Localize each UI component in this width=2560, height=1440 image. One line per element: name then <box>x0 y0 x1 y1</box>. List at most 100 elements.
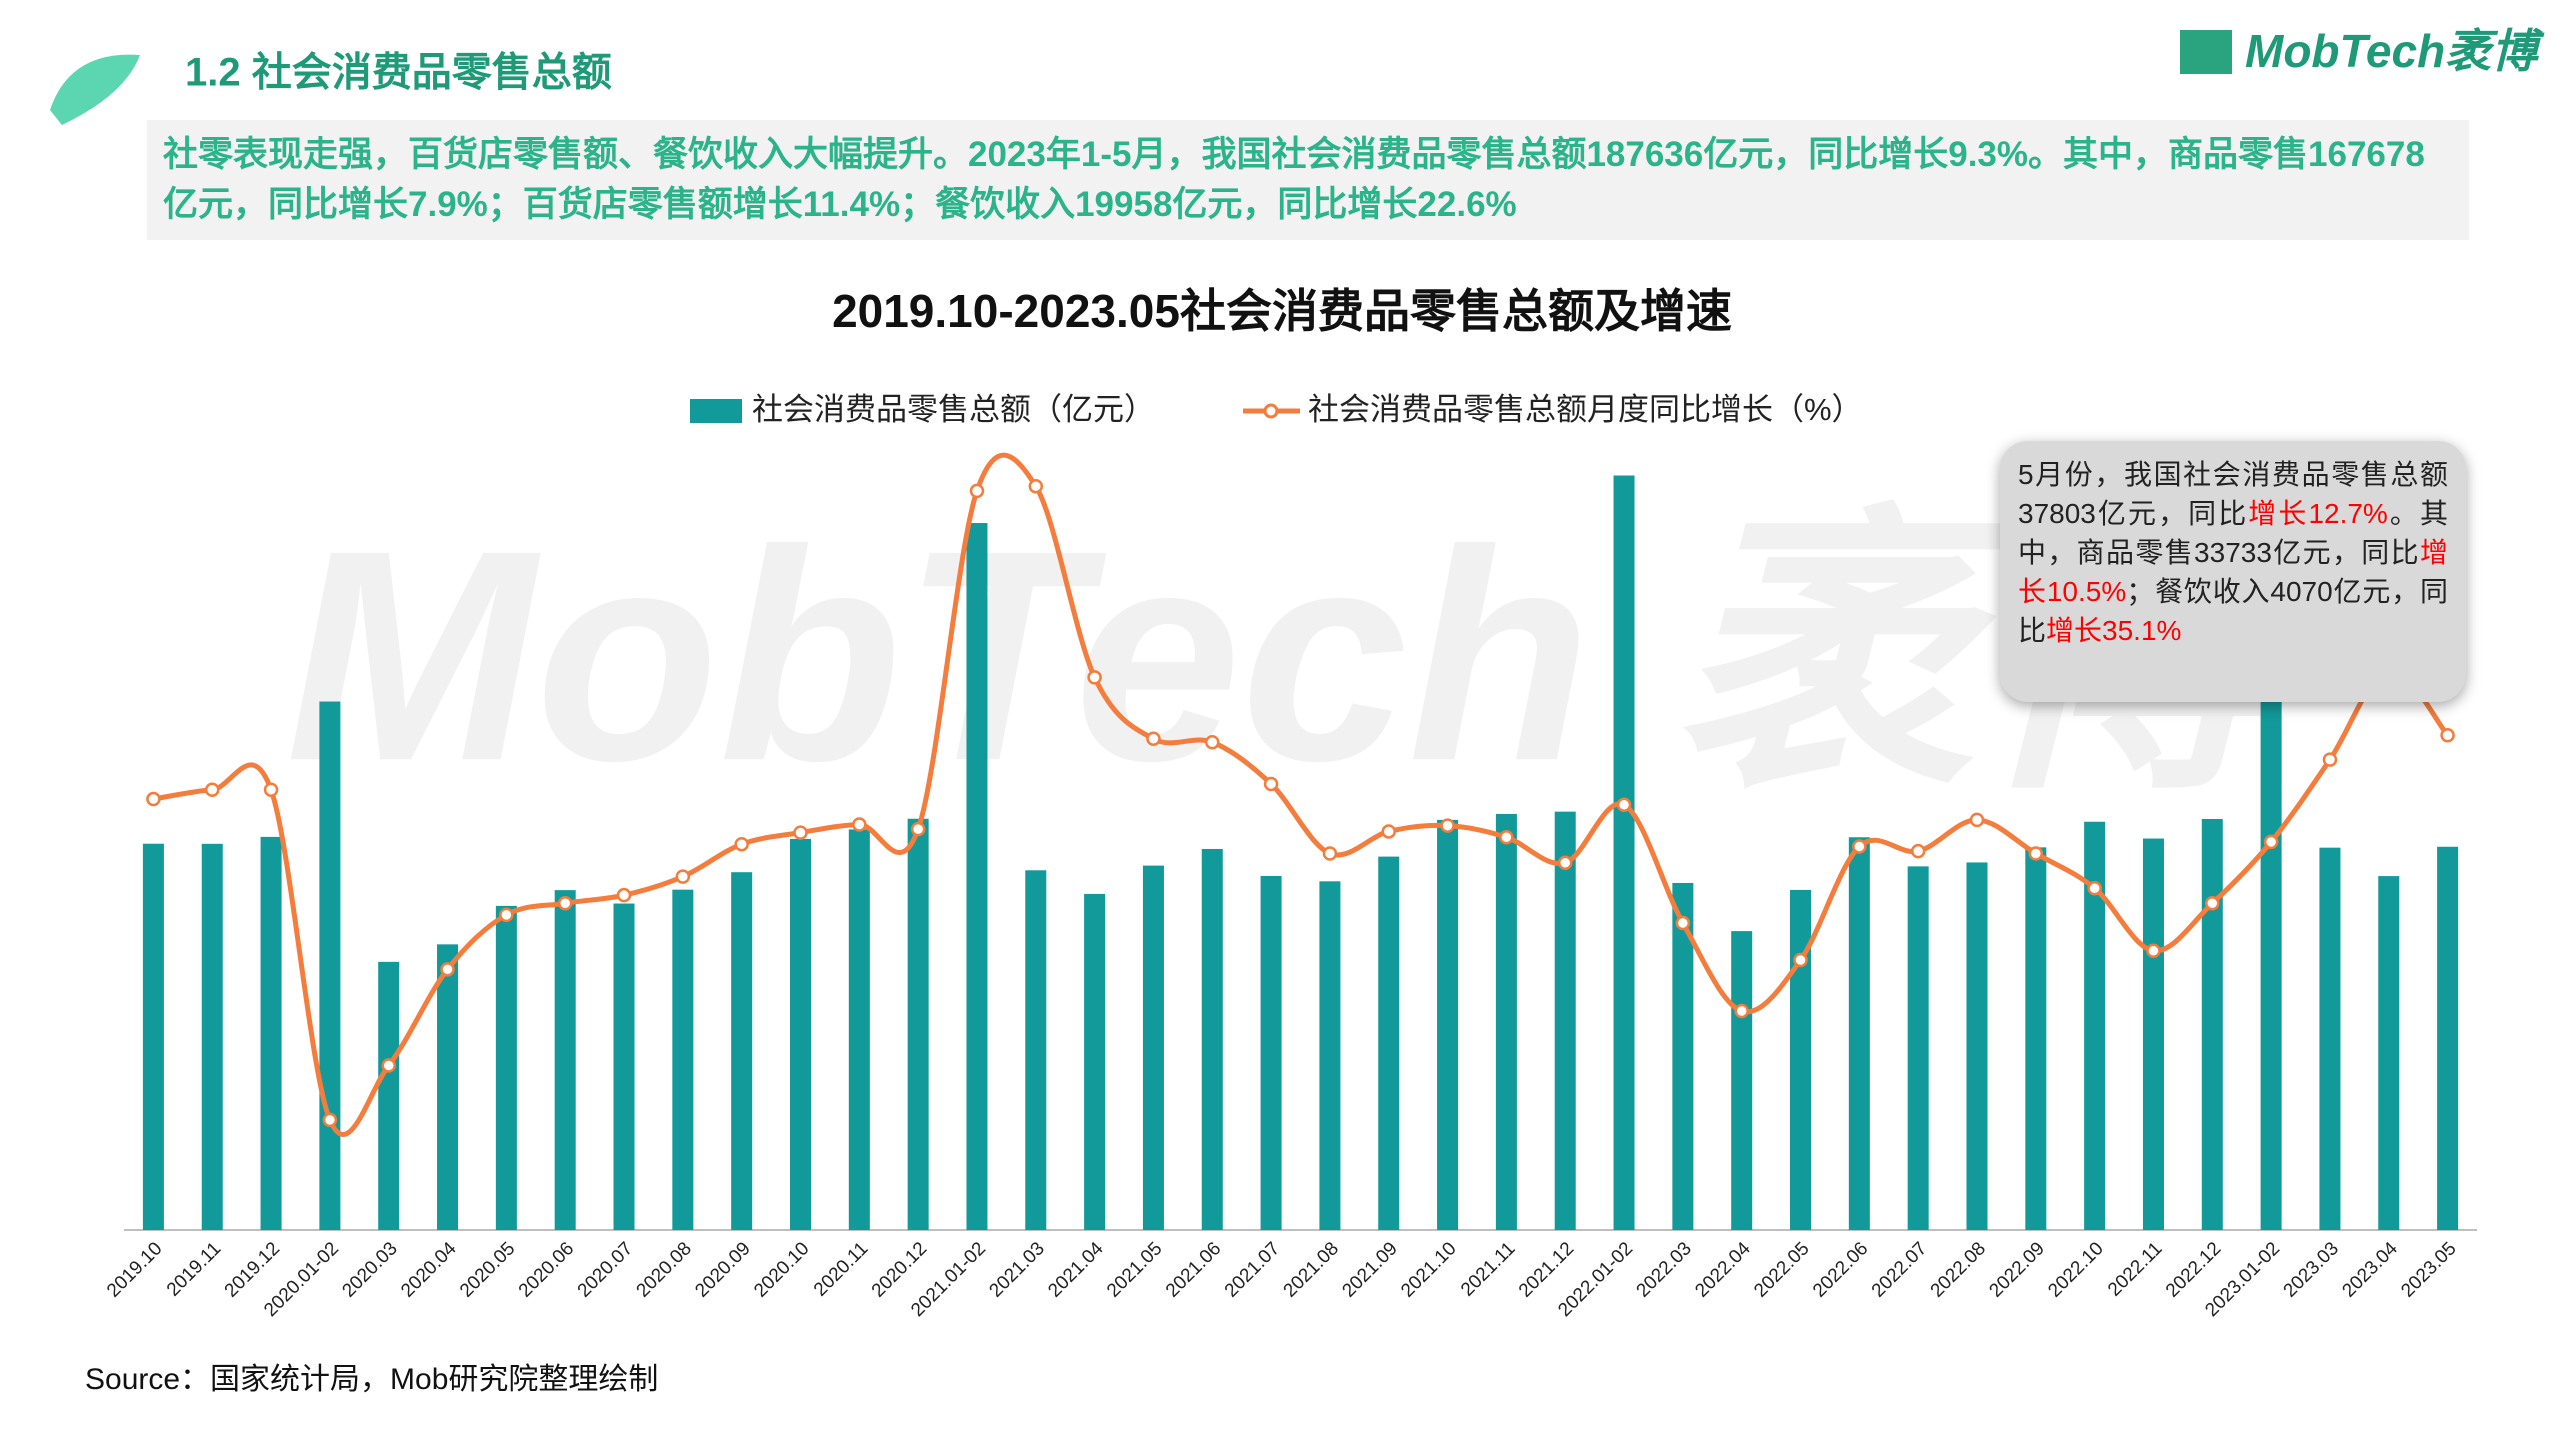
line-marker <box>1557 855 1573 870</box>
line <box>153 452 2450 1137</box>
bar <box>1378 856 1400 1230</box>
line-marker <box>557 896 573 911</box>
x-tick-label: 2023.03 <box>2280 1238 2343 1301</box>
x-tick-label: 2020.09 <box>691 1238 754 1301</box>
line-marker <box>734 836 749 852</box>
bar <box>2378 876 2400 1230</box>
annotation-run: 。其中，商品零售33733亿元，同比 <box>2018 498 2448 568</box>
bar <box>1260 875 1282 1230</box>
bar <box>1613 475 1635 1230</box>
line-marker <box>675 869 691 884</box>
x-tick-label: 2020.07 <box>574 1238 637 1301</box>
x-tick-label: 2021.08 <box>1280 1238 1343 1301</box>
line-marker <box>852 817 867 832</box>
line-marker <box>1675 915 1691 931</box>
bar <box>2142 838 2164 1230</box>
line-marker <box>793 825 808 840</box>
annotation-run: 增长12.7% <box>2248 498 2388 529</box>
x-tick-label: 2020.04 <box>397 1238 461 1302</box>
bar <box>1025 870 1047 1230</box>
x-tick-label: 2020.10 <box>750 1238 813 1301</box>
header-icon <box>50 54 140 125</box>
bar <box>2437 846 2459 1230</box>
bar <box>1672 882 1694 1230</box>
x-tick-label: 2020.06 <box>515 1238 578 1301</box>
bar <box>142 843 164 1230</box>
annotation-run: 增长10.5% <box>2018 537 2448 607</box>
x-tick-label: 2021.03 <box>985 1238 1048 1301</box>
bar <box>1554 811 1576 1230</box>
x-tick-label: 2022.04 <box>1691 1238 1755 1302</box>
bar <box>1084 893 1106 1230</box>
bar <box>1790 889 1812 1230</box>
line-marker <box>1322 846 1338 861</box>
x-tick-label: 2022.11 <box>2104 1238 2166 1300</box>
x-tick-label: 2022.09 <box>1985 1238 2048 1301</box>
line-marker <box>1028 478 1044 494</box>
x-tick-label: 2020.05 <box>456 1238 519 1301</box>
line-marker <box>2440 728 2455 743</box>
line-marker <box>263 782 279 797</box>
x-tick-label: 2019.10 <box>103 1238 166 1301</box>
bar <box>495 905 517 1230</box>
line-marker <box>1087 670 1102 685</box>
line-marker <box>499 907 514 923</box>
bar <box>1907 866 1929 1230</box>
x-tick-label: 2020.03 <box>338 1238 401 1301</box>
watermark: MobTech 袤博 <box>286 487 2326 823</box>
legend-swatch <box>690 399 742 423</box>
chart-title: 2019.10-2023.05社会消费品零售总额及增速 <box>832 285 1732 337</box>
x-tick-label: 2021.07 <box>1221 1238 1284 1301</box>
bar <box>1201 848 1223 1230</box>
bar <box>907 818 929 1230</box>
annotation-run: 增长35.1% <box>2046 615 2182 646</box>
line-marker <box>1616 797 1632 813</box>
line-marker <box>969 483 985 499</box>
line-marker <box>2087 880 2102 896</box>
bar <box>2319 847 2341 1230</box>
bar <box>437 944 459 1230</box>
line-marker <box>1910 843 1926 859</box>
line-marker <box>1263 776 1279 792</box>
bar <box>966 523 988 1230</box>
line-marker <box>910 821 926 837</box>
x-tick-label: 2022.06 <box>1809 1238 1872 1301</box>
annotation-run: ；餐饮收入4070亿元，同比 <box>2018 576 2448 646</box>
bar <box>2084 821 2106 1230</box>
x-tick-label: 2022.05 <box>1750 1238 1813 1301</box>
line-marker <box>1499 829 1514 845</box>
bar <box>613 903 635 1230</box>
line-marker <box>1440 818 1455 833</box>
line-marker <box>146 791 161 807</box>
logo: MobTech袤博 <box>2245 25 2545 77</box>
bar <box>378 961 400 1230</box>
bar <box>2025 847 2047 1230</box>
line-marker <box>1205 734 1220 750</box>
legend-label: 社会消费品零售总额（亿元） <box>752 392 1155 427</box>
bar <box>1966 862 1988 1230</box>
bar <box>319 701 341 1230</box>
bar <box>1731 931 1753 1230</box>
logo-icon <box>2180 30 2232 74</box>
header-title: 1.2 社会消费品零售总额 <box>185 51 612 95</box>
line-marker <box>2028 846 2044 861</box>
bar <box>1437 819 1459 1230</box>
line-marker <box>381 1058 396 1073</box>
line-marker <box>1734 1003 1749 1019</box>
x-tick-label: 2020.11 <box>810 1238 872 1300</box>
legend-label: 社会消费品零售总额月度同比增长（%） <box>1308 392 1863 427</box>
x-tick-label: 2020.08 <box>633 1238 696 1301</box>
bar <box>1319 881 1341 1230</box>
bar <box>789 838 811 1230</box>
line-marker <box>2146 943 2161 959</box>
bar <box>554 890 576 1230</box>
line-marker <box>1146 731 1161 747</box>
bar <box>848 829 870 1230</box>
legend-marker <box>1263 403 1279 419</box>
line-marker <box>322 1112 338 1128</box>
x-tick-label: 2022.07 <box>1868 1238 1931 1301</box>
x-tick-label: 2022.03 <box>1633 1238 1696 1301</box>
line-marker <box>1852 839 1867 854</box>
line-marker <box>1381 824 1396 839</box>
